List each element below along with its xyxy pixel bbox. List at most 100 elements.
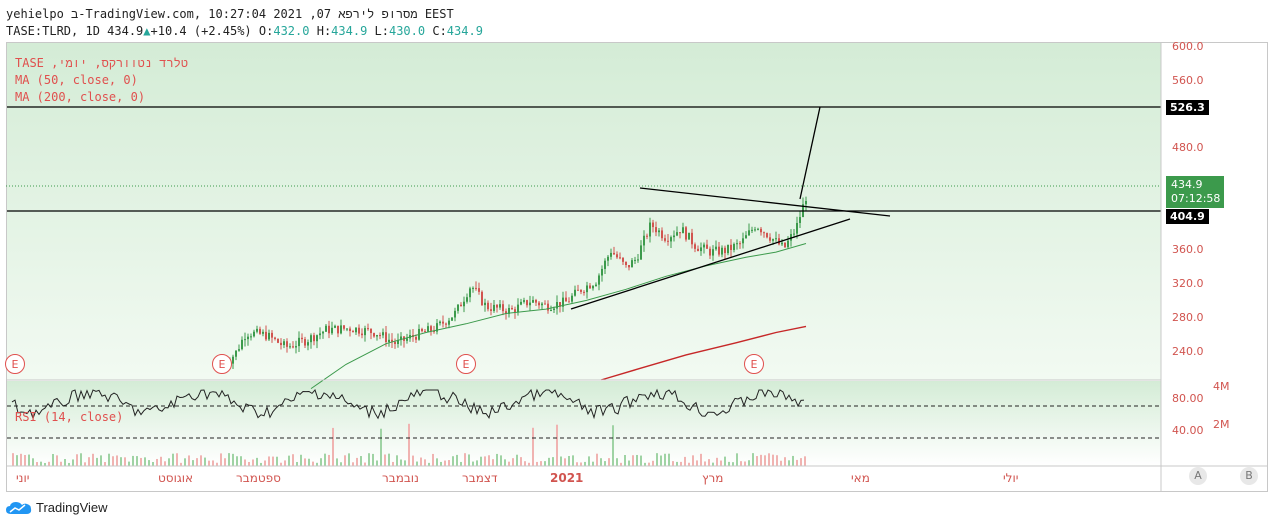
- rsi-legend[interactable]: RSI (14, close): [15, 410, 124, 424]
- candle-body: [538, 302, 540, 306]
- volume-bar: [352, 462, 354, 466]
- volume-bar: [704, 461, 706, 466]
- candle-body: [361, 333, 363, 336]
- level-tag-lower: 404.9: [1166, 209, 1209, 224]
- auto-scale-button[interactable]: A: [1189, 467, 1207, 485]
- volume-bar: [548, 457, 550, 466]
- candle-body: [460, 304, 462, 307]
- candle-body: [568, 301, 570, 303]
- volume-bar: [32, 458, 34, 466]
- close-value: 434.9: [446, 24, 483, 38]
- candle-body: [283, 341, 285, 346]
- volume-bar: [348, 453, 350, 466]
- candle-body: [346, 328, 348, 330]
- volume-bar: [328, 454, 330, 466]
- candle-body: [493, 304, 495, 311]
- candle-body: [547, 303, 549, 311]
- candle-body: [796, 222, 798, 234]
- candle-body: [565, 297, 567, 302]
- candle-body: [502, 304, 504, 312]
- candle-body: [646, 235, 648, 237]
- earnings-badge[interactable]: E: [5, 354, 25, 374]
- volume-bar: [264, 460, 266, 466]
- candle-body: [586, 285, 588, 293]
- volume-bar: [248, 461, 250, 466]
- volume-bar: [56, 455, 58, 466]
- candle-body: [331, 327, 333, 334]
- volume-bar: [744, 461, 746, 466]
- volume-bar: [764, 455, 766, 466]
- candle-body: [373, 333, 375, 337]
- candle-body: [511, 308, 513, 310]
- volume-bar: [784, 457, 786, 466]
- change-readout: +10.4 (+2.45%): [150, 24, 252, 38]
- symbol-legend[interactable]: TASE ,טלרד נטוורקס, יומי: [15, 56, 189, 70]
- volume-bar: [468, 454, 470, 466]
- volume-bar: [456, 454, 458, 466]
- volume-bar: [628, 460, 630, 466]
- price-label: 280.0: [1172, 311, 1204, 324]
- candle-body: [454, 310, 456, 318]
- scale-button[interactable]: B: [1240, 467, 1258, 485]
- candle-body: [424, 331, 426, 333]
- rsi-pane-background: [7, 381, 1161, 466]
- candle-body: [736, 243, 738, 245]
- volume-bar: [532, 427, 534, 466]
- volume-bar: [36, 462, 38, 466]
- candle-body: [274, 337, 276, 339]
- candle-body: [658, 230, 660, 233]
- earnings-badge[interactable]: E: [744, 354, 764, 374]
- candle-body: [364, 328, 366, 336]
- volume-bar: [672, 461, 674, 466]
- earnings-badge[interactable]: E: [212, 354, 232, 374]
- volume-bar: [168, 458, 170, 466]
- volume-bar: [192, 460, 194, 466]
- candle-body: [700, 247, 702, 252]
- volume-bar: [404, 460, 406, 466]
- volume-bar: [156, 458, 158, 466]
- candle-body: [520, 301, 522, 305]
- candle-body: [259, 328, 261, 334]
- candle-body: [355, 327, 357, 333]
- candle-body: [553, 308, 555, 310]
- candle-body: [727, 244, 729, 254]
- candle-body: [541, 303, 543, 306]
- candle-body: [559, 302, 561, 307]
- volume-bar: [572, 455, 574, 466]
- earnings-badge[interactable]: E: [456, 354, 476, 374]
- candle-body: [517, 304, 519, 313]
- volume-bar: [588, 456, 590, 466]
- volume-bar: [444, 460, 446, 466]
- volume-bar: [420, 457, 422, 466]
- volume-bar: [644, 462, 646, 466]
- volume-bar: [148, 460, 150, 466]
- candle-body: [382, 332, 384, 336]
- volume-bar: [656, 453, 658, 466]
- ma200-legend[interactable]: MA (200, close, 0): [15, 90, 146, 104]
- ma50-legend[interactable]: MA (50, close, 0): [15, 73, 138, 87]
- candle-body: [661, 230, 663, 239]
- volume-bar: [152, 462, 154, 466]
- volume-bar: [592, 461, 594, 466]
- volume-bar: [252, 459, 254, 466]
- candle-body: [790, 234, 792, 241]
- volume-bar: [524, 461, 526, 466]
- candle-body: [400, 336, 402, 340]
- volume-axis-label: 4M: [1213, 380, 1230, 393]
- tradingview-logo[interactable]: TradingView: [6, 500, 108, 515]
- candle-body: [673, 235, 675, 238]
- volume-bar: [196, 458, 198, 466]
- candle-body: [595, 284, 597, 287]
- volume-bar: [560, 456, 562, 466]
- time-label: יולי: [1003, 471, 1019, 485]
- price-label: 320.0: [1172, 277, 1204, 290]
- volume-bar: [284, 460, 286, 466]
- candle-body: [427, 326, 429, 332]
- price-chart[interactable]: [6, 42, 1268, 492]
- candle-body: [484, 302, 486, 306]
- volume-bar: [104, 462, 106, 466]
- volume-bar: [400, 459, 402, 466]
- candle-body: [337, 325, 339, 334]
- candle-body: [652, 222, 654, 228]
- volume-bar: [652, 460, 654, 466]
